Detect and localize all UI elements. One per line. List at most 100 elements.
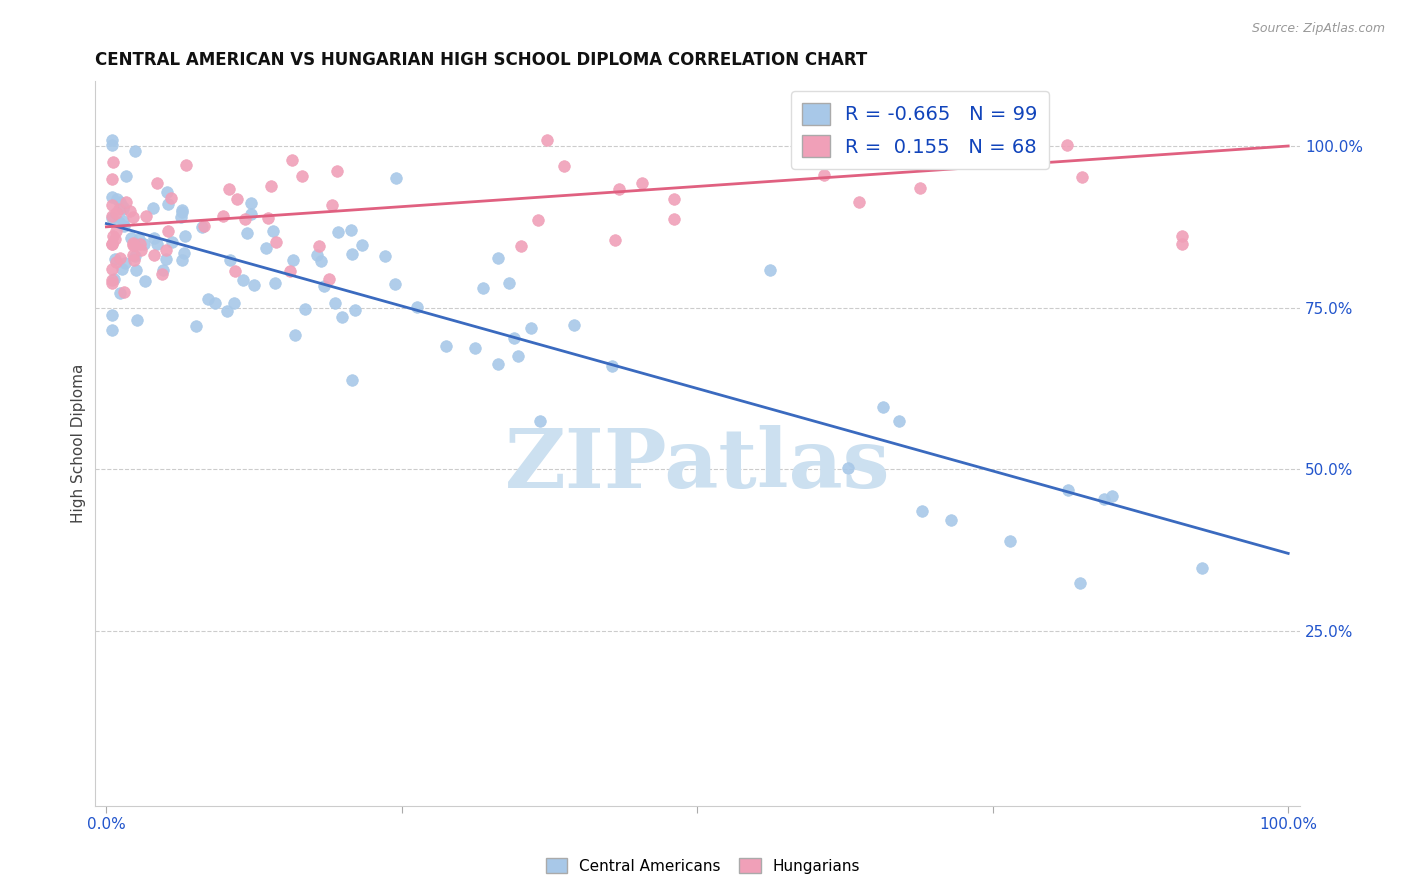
Point (872, 400, 894, 414)
Point (112, 200, 135, 214)
Point (1071, 169, 1094, 184)
Point (1069, 576, 1091, 591)
Point (150, 267, 173, 281)
Point (291, 169, 314, 183)
Text: CENTRAL AMERICAN VS HUNGARIAN HIGH SCHOOL DIPLOMA CORRELATION CHART: CENTRAL AMERICAN VS HUNGARIAN HIGH SCHOO… (94, 51, 868, 69)
Point (225, 192, 247, 206)
Point (101, 236, 124, 251)
Point (240, 207, 263, 221)
Point (486, 357, 509, 371)
Point (328, 225, 350, 239)
Point (122, 253, 145, 268)
Point (120, 203, 142, 218)
Point (239, 196, 262, 211)
Point (236, 226, 259, 240)
Point (941, 512, 963, 526)
Point (323, 296, 346, 310)
Point (330, 310, 353, 324)
Point (307, 248, 329, 262)
Point (340, 223, 363, 237)
Point (434, 339, 457, 353)
Point (318, 272, 340, 286)
Point (233, 212, 256, 227)
Point (1057, 483, 1080, 497)
Point (1056, 137, 1078, 152)
Point (374, 249, 396, 263)
Point (910, 504, 932, 518)
Point (564, 318, 586, 333)
Point (169, 211, 191, 225)
Point (193, 219, 215, 234)
Point (519, 320, 541, 334)
Point (125, 237, 148, 252)
Point (129, 236, 152, 251)
Point (101, 262, 124, 277)
Point (186, 319, 208, 334)
Point (486, 251, 509, 265)
Point (529, 414, 551, 428)
Point (143, 231, 166, 245)
Point (197, 292, 219, 306)
Point (848, 194, 870, 209)
Point (104, 255, 127, 269)
Point (101, 198, 124, 212)
Point (101, 273, 124, 287)
Point (352, 238, 374, 252)
Point (278, 264, 301, 278)
Point (215, 303, 238, 318)
Point (509, 238, 531, 252)
Point (142, 201, 165, 215)
Point (224, 264, 246, 278)
Point (472, 280, 495, 294)
Point (218, 182, 240, 196)
Point (112, 214, 135, 228)
Point (603, 233, 626, 247)
Point (159, 191, 181, 205)
Point (111, 262, 134, 277)
Point (111, 202, 134, 216)
Point (321, 198, 343, 212)
Point (498, 276, 520, 290)
Point (108, 202, 131, 217)
Point (281, 153, 304, 167)
Point (190, 220, 212, 235)
Point (101, 209, 124, 223)
Point (104, 252, 127, 267)
Point (145, 237, 167, 252)
Point (212, 209, 235, 223)
Point (160, 235, 183, 250)
Point (243, 278, 266, 293)
Point (1171, 229, 1194, 244)
Point (105, 206, 128, 220)
Point (342, 246, 364, 260)
Point (101, 211, 124, 226)
Point (254, 241, 277, 255)
Point (344, 303, 367, 318)
Point (908, 181, 931, 195)
Point (101, 137, 124, 152)
Point (134, 274, 156, 288)
Text: Source: ZipAtlas.com: Source: ZipAtlas.com (1251, 22, 1385, 36)
Point (155, 244, 177, 258)
Point (281, 253, 304, 268)
Point (263, 277, 285, 291)
Point (101, 309, 124, 323)
Point (536, 133, 558, 147)
Point (808, 128, 831, 143)
Point (553, 159, 575, 173)
Point (260, 178, 283, 193)
Point (143, 248, 166, 262)
Point (103, 232, 125, 246)
Point (121, 248, 143, 262)
Point (837, 460, 859, 475)
Point (232, 273, 254, 287)
Point (1094, 492, 1116, 507)
Point (103, 272, 125, 286)
Point (1191, 560, 1213, 574)
Point (122, 211, 145, 225)
Point (308, 239, 330, 253)
Point (264, 235, 287, 250)
Point (122, 238, 145, 252)
Point (101, 323, 124, 337)
Point (294, 302, 316, 317)
